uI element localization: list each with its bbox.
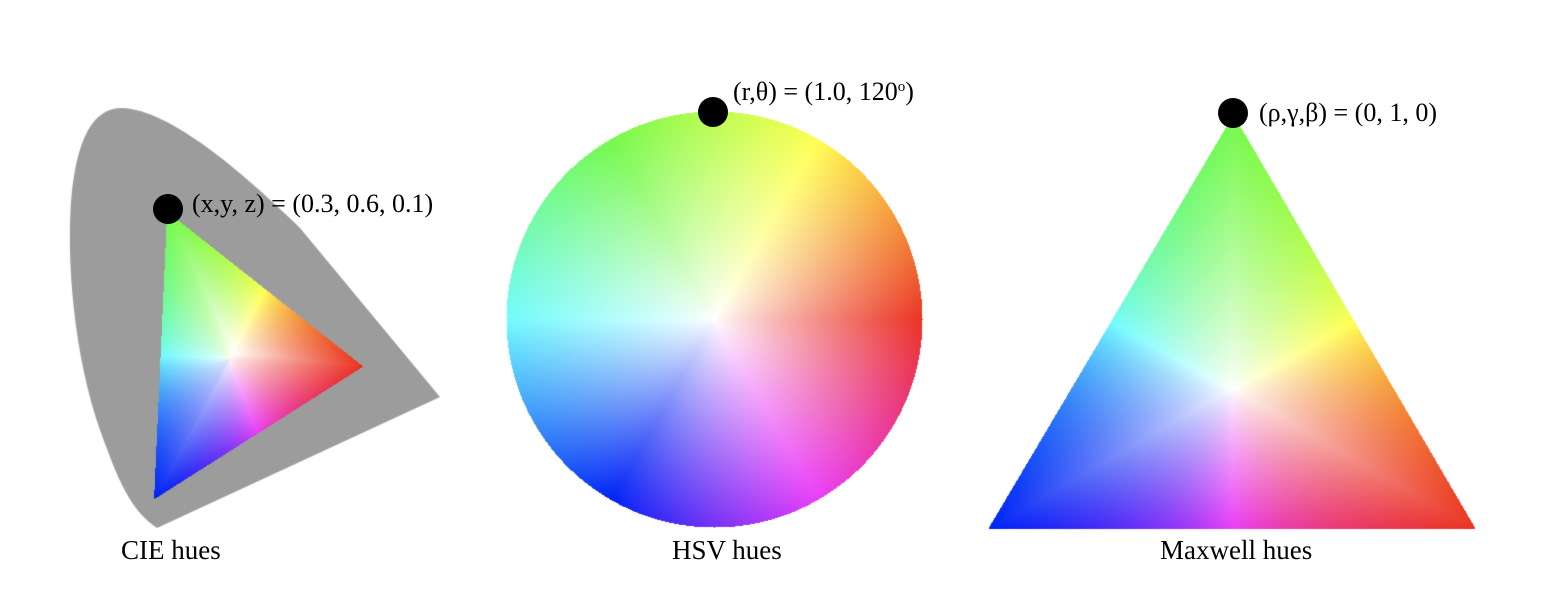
hsv-point-label: (r,θ) = (1.0, 120o) — [733, 79, 914, 105]
hsv-green-point-marker — [698, 97, 728, 127]
hsv-caption: HSV hues — [672, 535, 782, 565]
cie-point-label: (x,y, z) = (0.3, 0.6, 0.1) — [192, 189, 434, 218]
maxwell-point-label: (ρ,γ,β) = (0, 1, 0) — [1259, 98, 1437, 127]
maxwell-green-point-marker — [1218, 98, 1248, 128]
cie-green-point-marker — [153, 194, 183, 224]
hsv-point-label-degree: o — [897, 79, 906, 95]
hsv-point-label-main: (r,θ) = (1.0, 120 — [733, 77, 898, 106]
hsv-point-label-close: ) — [905, 77, 914, 106]
maxwell-caption: Maxwell hues — [1160, 535, 1313, 565]
cie-caption: CIE hues — [121, 535, 221, 565]
